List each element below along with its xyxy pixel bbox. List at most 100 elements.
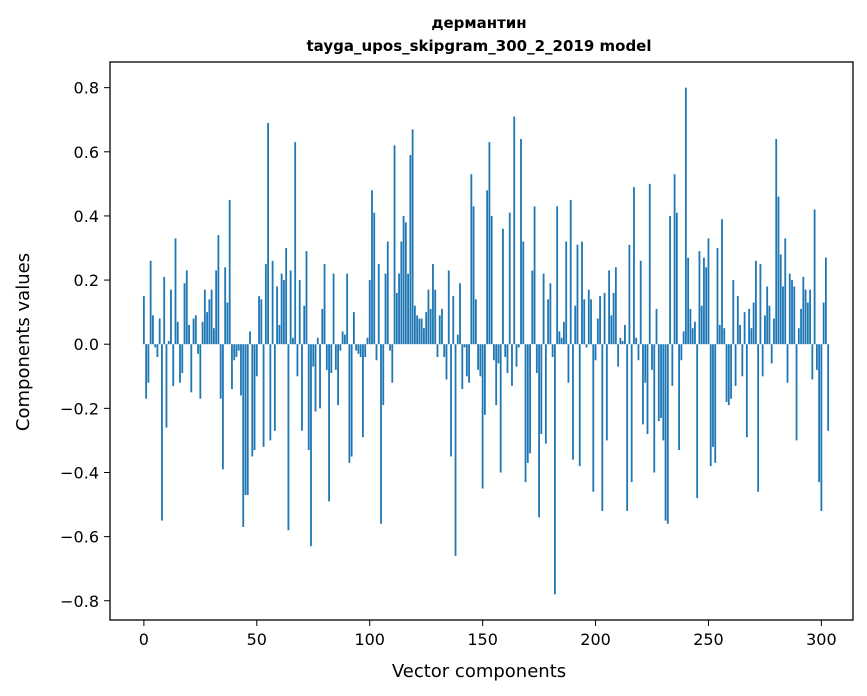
- y-tick-label: −0.6: [60, 528, 99, 547]
- bar: [350, 344, 353, 457]
- bar: [398, 273, 400, 345]
- bar: [181, 344, 184, 374]
- bar: [820, 344, 823, 511]
- bar: [544, 344, 547, 444]
- x-axis-label: Vector components: [392, 661, 566, 682]
- bar: [648, 183, 651, 345]
- bar: [682, 331, 685, 345]
- bar: [296, 344, 299, 377]
- bar: [420, 318, 423, 345]
- bar: [366, 337, 369, 345]
- bar: [253, 344, 256, 451]
- bar: [314, 344, 317, 412]
- bar: [188, 324, 190, 345]
- x-tick-label: 50: [247, 630, 267, 649]
- bar: [224, 267, 227, 345]
- bar: [723, 328, 726, 345]
- bar: [563, 321, 565, 345]
- bar: [782, 286, 784, 345]
- bar: [203, 289, 206, 345]
- bar: [154, 344, 157, 348]
- bar: [423, 328, 425, 345]
- y-tick-label: −0.8: [60, 592, 99, 611]
- bar: [373, 212, 376, 345]
- bar: [515, 344, 518, 367]
- bar: [739, 324, 741, 345]
- bar: [777, 196, 780, 345]
- bar: [217, 235, 220, 345]
- bar: [352, 312, 355, 345]
- bar: [400, 241, 403, 345]
- bar: [646, 344, 649, 434]
- y-axis-label: Components values: [13, 253, 34, 431]
- x-tick-label: 250: [693, 630, 724, 649]
- bar: [328, 344, 330, 502]
- bar: [822, 302, 825, 345]
- bar: [637, 344, 640, 361]
- bar: [219, 344, 222, 399]
- bar: [725, 344, 728, 402]
- bar: [813, 209, 816, 345]
- bar: [438, 315, 441, 345]
- bar: [194, 315, 197, 345]
- bar: [152, 315, 154, 345]
- bar: [567, 344, 570, 383]
- bar: [547, 299, 550, 345]
- bar: [429, 308, 432, 345]
- bar: [736, 296, 739, 345]
- bar: [811, 344, 814, 380]
- bar: [161, 344, 163, 521]
- x-tick-label: 200: [580, 630, 611, 649]
- bar: [535, 344, 538, 374]
- bar: [680, 344, 683, 361]
- bar: [565, 241, 568, 345]
- bar: [644, 344, 647, 383]
- bar: [201, 321, 204, 345]
- bar: [642, 344, 644, 425]
- bar: [689, 308, 692, 345]
- bar: [456, 334, 459, 345]
- bar: [784, 238, 787, 345]
- bar: [332, 273, 335, 345]
- bar: [470, 174, 473, 345]
- bar: [197, 344, 199, 354]
- bar: [533, 206, 536, 345]
- bar: [743, 312, 746, 345]
- bar: [461, 344, 464, 390]
- bar: [502, 228, 504, 345]
- bar: [445, 344, 448, 380]
- bar: [809, 289, 811, 345]
- bar: [626, 344, 629, 511]
- bar: [273, 344, 276, 431]
- bar: [599, 296, 601, 345]
- bar: [450, 344, 452, 457]
- bar: [436, 344, 439, 358]
- x-axis-ticks: 0 50 100 150 200 250 300: [139, 620, 837, 649]
- bar: [612, 292, 615, 345]
- bar: [357, 344, 360, 354]
- bar: [174, 238, 177, 345]
- bar: [395, 292, 398, 345]
- bar: [766, 286, 769, 345]
- bar: [316, 337, 319, 345]
- bar: [434, 289, 437, 345]
- bar: [630, 344, 633, 483]
- bar: [346, 273, 349, 345]
- bar: [441, 308, 443, 345]
- bar: [477, 344, 480, 370]
- bar: [578, 344, 581, 467]
- bar: [294, 142, 297, 345]
- bar: [499, 344, 502, 473]
- bar: [754, 260, 757, 345]
- bar: [418, 318, 421, 345]
- bar: [687, 257, 690, 345]
- bar: [624, 324, 626, 345]
- bar: [610, 315, 613, 345]
- y-tick-label: −0.2: [60, 399, 99, 418]
- bar: [508, 212, 511, 345]
- bar: [669, 215, 671, 345]
- bar: [495, 344, 498, 406]
- bar: [459, 283, 461, 345]
- bar: [310, 344, 312, 547]
